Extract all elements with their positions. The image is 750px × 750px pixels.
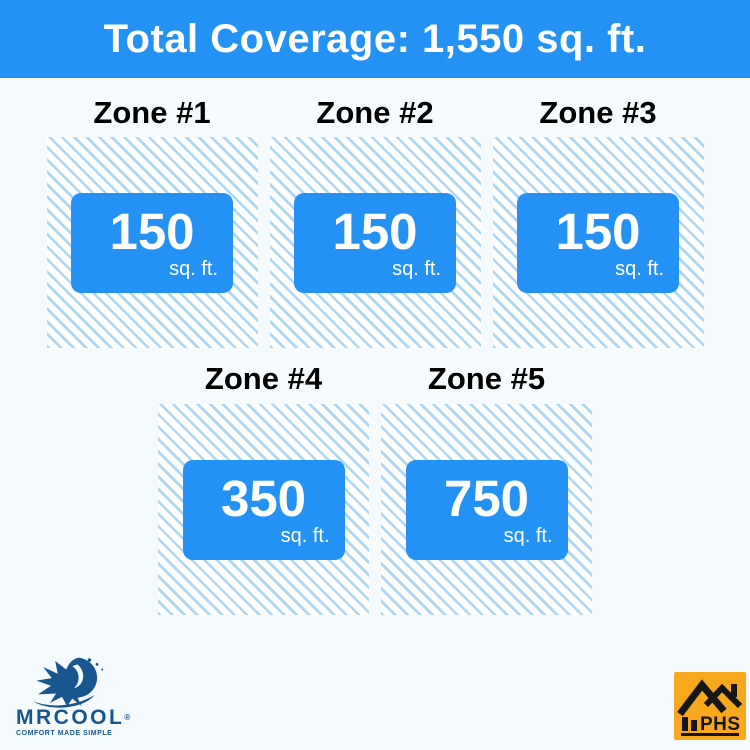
zone-row-bottom: Zone #4 350 sq. ft. Zone #5 750 sq. ft. xyxy=(0,362,750,615)
mrcool-logo: MRCOOL® COMFORT MADE SIMPLE xyxy=(16,655,130,737)
phs-logo: PHS xyxy=(674,672,746,740)
zone-5-sqft-value: 750 xyxy=(443,469,530,527)
zone-2-label: Zone #2 xyxy=(316,95,434,130)
zone-1-sqft-unit: sq. ft. xyxy=(169,257,218,280)
zone-3-value-card: 150 sq. ft. xyxy=(517,192,679,293)
zone-4-sqft-value: 350 xyxy=(220,469,307,527)
zone-4-sqft-unit: sq. ft. xyxy=(280,524,330,547)
mrcool-name: MRCOOL xyxy=(16,706,125,729)
zone-5-label: Zone #5 xyxy=(427,361,546,396)
house-roof-icon xyxy=(677,679,743,736)
mrcool-wordmark: MRCOOL® xyxy=(16,707,130,728)
penguin-mascot-icon xyxy=(32,657,104,708)
zone-1-label: Zone #1 xyxy=(93,95,211,130)
zone-4-hatch-area: 350 sq. ft. xyxy=(158,404,369,615)
zone-1-value-card: 150 sq. ft. xyxy=(71,192,233,293)
total-coverage-title: Total Coverage: 1,550 sq. ft. xyxy=(103,16,647,61)
header-banner: Total Coverage: 1,550 sq. ft. xyxy=(0,0,750,78)
zone-1: Zone #1 150 sq. ft. xyxy=(46,95,258,348)
zone-5-value-card: 750 sq. ft. xyxy=(405,459,568,560)
zone-5-hatch-area: 750 sq. ft. xyxy=(381,404,592,615)
phs-label: PHS xyxy=(700,714,741,735)
zone-3-label: Zone #3 xyxy=(539,95,657,130)
zone-4-label: Zone #4 xyxy=(204,361,323,396)
zone-2-value-card: 150 sq. ft. xyxy=(294,192,456,293)
zone-3-sqft-unit: sq. ft. xyxy=(615,257,664,280)
mrcool-tagline: COMFORT MADE SIMPLE xyxy=(16,730,113,737)
zone-3: Zone #3 150 sq. ft. xyxy=(492,95,704,348)
registered-trademark-icon: ® xyxy=(124,713,131,722)
zone-2-sqft-unit: sq. ft. xyxy=(392,257,441,280)
zone-row-top: Zone #1 150 sq. ft. Zone #2 150 sq. ft. xyxy=(0,96,750,348)
zone-2-sqft-value: 150 xyxy=(332,202,418,260)
zone-4: Zone #4 350 sq. ft. xyxy=(158,362,369,615)
zone-1-hatch-area: 150 sq. ft. xyxy=(46,137,258,348)
zone-2-hatch-area: 150 sq. ft. xyxy=(269,137,481,348)
zone-5: Zone #5 750 sq. ft. xyxy=(381,362,592,615)
zone-1-sqft-value: 150 xyxy=(109,202,195,260)
zone-2: Zone #2 150 sq. ft. xyxy=(269,95,481,348)
zone-rows: Zone #1 150 sq. ft. Zone #2 150 sq. ft. xyxy=(0,78,750,615)
zone-3-sqft-value: 150 xyxy=(555,202,641,260)
zone-4-value-card: 350 sq. ft. xyxy=(182,459,345,560)
zone-3-hatch-area: 150 sq. ft. xyxy=(492,137,704,348)
zone-5-sqft-unit: sq. ft. xyxy=(503,524,553,547)
